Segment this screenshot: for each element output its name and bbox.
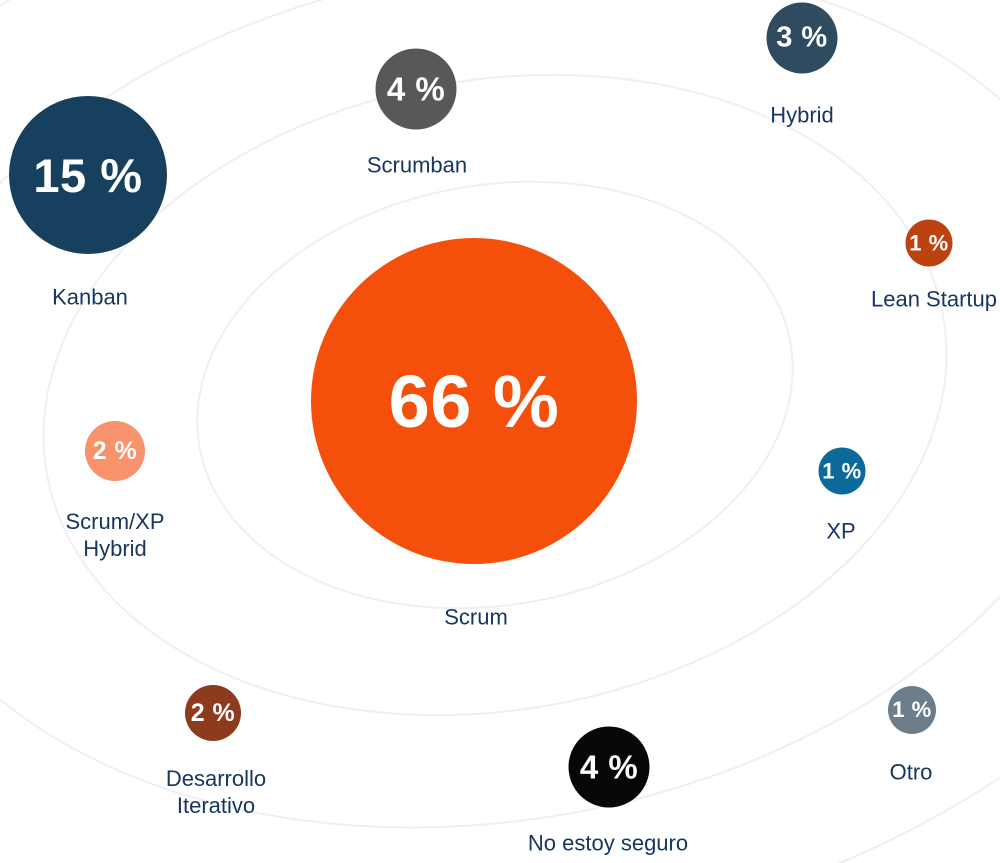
- bubble-otro: 1 %: [888, 686, 936, 734]
- bubble-no-estoy-seguro-value: 4 %: [579, 748, 639, 785]
- label-line: Desarrollo: [165, 766, 267, 791]
- bubble-kanban: 15 %: [9, 96, 167, 254]
- bubble-desarrollo-iterativo-value: 2 %: [190, 698, 236, 727]
- label-lean-startup: Lean Startup: [871, 286, 997, 312]
- label-kanban: Kanban: [52, 284, 128, 310]
- bubble-desarrollo-iterativo: 2 %: [185, 685, 241, 741]
- bubble-xp-value: 1 %: [822, 458, 862, 483]
- bubble-lean-startup-value: 1 %: [909, 230, 949, 255]
- bubble-scrumban: 4 %: [375, 48, 457, 130]
- bubble-kanban-value: 15 %: [33, 148, 143, 202]
- label-scrum: Scrum: [444, 604, 508, 630]
- label-scrumban: Scrumban: [366, 152, 468, 178]
- label-line: Hybrid: [83, 536, 147, 561]
- orbit-ellipse: [196, 180, 794, 610]
- bubble-hybrid: 3 %: [766, 2, 838, 74]
- label-scrum-xp-hybrid: Scrum/XP Hybrid: [65, 508, 164, 562]
- bubble-hybrid-value: 3 %: [776, 21, 828, 54]
- bubble-scrum-xp-hybrid: 2 %: [85, 421, 145, 481]
- label-xp: XP: [826, 518, 856, 544]
- bubble-no-estoy-seguro: 4 %: [568, 726, 650, 808]
- bubble-xp: 1 %: [818, 447, 866, 495]
- label-line: Iterativo: [176, 793, 256, 818]
- bubble-scrum-value: 66 %: [388, 359, 560, 443]
- bubble-scrumban-value: 4 %: [386, 70, 446, 107]
- label-hybrid: Hybrid: [770, 102, 834, 128]
- bubble-otro-value: 1 %: [892, 697, 932, 722]
- bubble-scrum: 66 %: [311, 238, 637, 564]
- bubble-lean-startup: 1 %: [905, 219, 953, 267]
- label-desarrollo-iterativo: Desarrollo Iterativo: [166, 765, 266, 819]
- label-no-estoy-seguro: No estoy seguro: [527, 830, 689, 856]
- label-line: Scrum/XP: [65, 509, 165, 534]
- bubble-scrum-xp-hybrid-value: 2 %: [92, 436, 138, 465]
- label-otro: Otro: [889, 759, 933, 785]
